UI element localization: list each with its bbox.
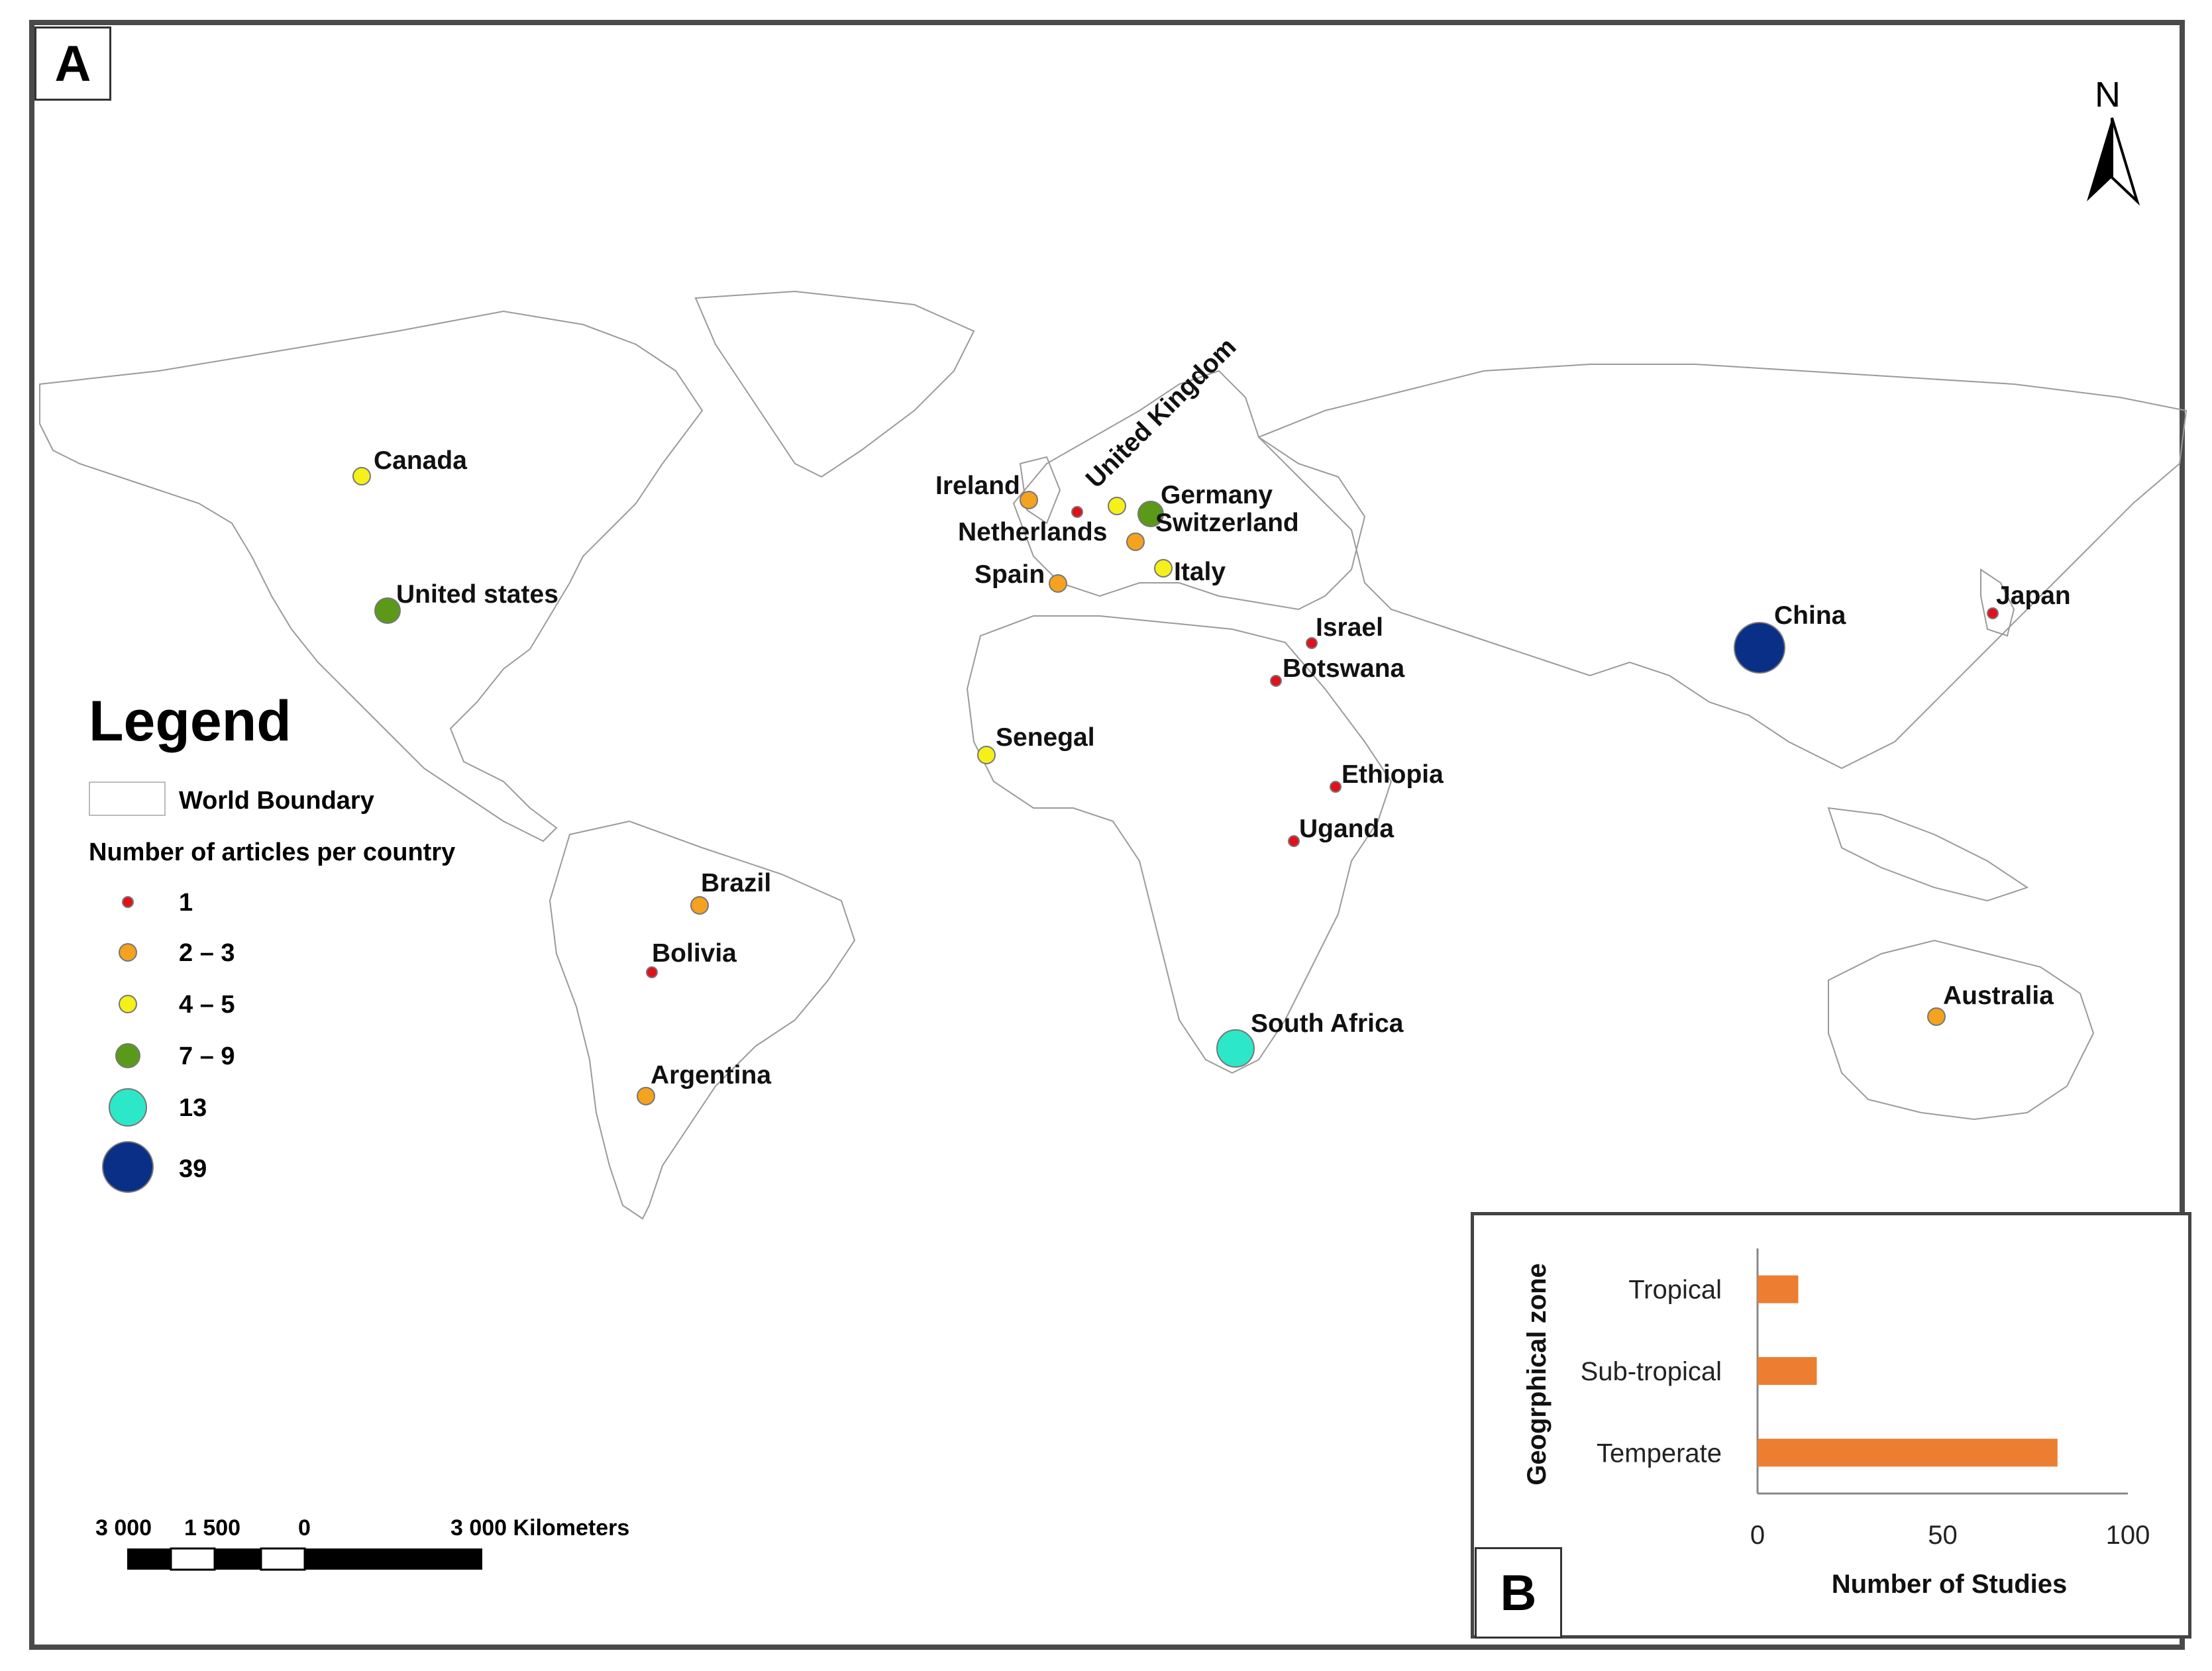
label-japan: Japan [1996, 582, 2071, 610]
legend-symbol-13 [109, 1088, 147, 1127]
label-bolivia: Bolivia [652, 939, 737, 968]
label-ireland: Ireland [935, 472, 1020, 500]
marker-germany [1137, 501, 1164, 527]
marker-italy [1154, 559, 1173, 578]
land-british-isles [1019, 456, 1061, 525]
land-europe [1012, 370, 1366, 611]
y-axis-title: Geogrphical zone [1522, 1263, 1552, 1486]
legend-symbol-4-5 [119, 995, 137, 1013]
land-japan [1980, 568, 2015, 637]
land-australia [1828, 939, 2095, 1121]
label-italy: Italy [1174, 558, 1226, 586]
label-canada: Canada [374, 446, 467, 475]
land-se-asia [1827, 807, 2029, 902]
legend-symbol-2-3 [119, 943, 137, 962]
category-label-temperate: Temperate [1597, 1439, 1722, 1468]
label-south-africa: South Africa [1251, 1009, 1404, 1038]
marker-botswana [1270, 675, 1282, 687]
north-label: N [2095, 75, 2121, 115]
bar-tropical [1758, 1275, 1799, 1303]
land-africa [966, 615, 1393, 1074]
legend-label-1: 1 [179, 889, 193, 917]
land-asia [1257, 364, 2187, 770]
label-argentina: Argentina [651, 1061, 772, 1089]
label-botswana: Botswana [1283, 654, 1405, 683]
marker-netherlands [1126, 532, 1145, 551]
land-south-america [549, 820, 856, 1220]
legend-label-4-5: 4 – 5 [179, 991, 235, 1019]
x-tick-label-50: 50 [1928, 1521, 1958, 1550]
scale-label-3000-km: 3 000 Kilometers [450, 1515, 630, 1541]
inset-chart-panel: Tropical Sub-tropical Temperate 0 50 100 Numbe… [1471, 1212, 2191, 1639]
marker-spain [1049, 574, 1067, 593]
legend-label-7-9: 7 – 9 [179, 1042, 235, 1070]
x-tick-label-100: 100 [2106, 1521, 2150, 1550]
scale-bar [127, 1547, 482, 1571]
label-australia: Australia [1943, 982, 2054, 1010]
label-germany: Germany [1161, 481, 1273, 509]
legend-symbol-39 [102, 1141, 154, 1193]
legend-label-13: 13 [179, 1094, 207, 1122]
bar-sub-tropical [1758, 1357, 1817, 1385]
label-ethiopia: Ethiopia [1342, 760, 1444, 789]
legend-articles-title: Number of articles per country [89, 838, 456, 866]
legend-boundary-swatch [89, 782, 166, 816]
label-senegal: Senegal [996, 723, 1095, 752]
legend-symbol-1 [122, 896, 134, 908]
marker-australia [1927, 1007, 1946, 1026]
label-united-states: United states [396, 580, 558, 609]
marker-senegal [977, 746, 996, 764]
land-north-america [39, 310, 704, 842]
marker-china [1734, 622, 1785, 674]
marker-united-states [374, 597, 401, 624]
marker-uganda [1288, 835, 1300, 847]
category-label-tropical: Tropical [1628, 1276, 1722, 1305]
marker-united-kingdom [1108, 497, 1126, 515]
marker-ireland [1020, 491, 1038, 509]
label-spain: Spain [974, 560, 1045, 589]
world-boundary [39, 290, 2187, 1220]
legend-symbol-7-9 [115, 1043, 140, 1068]
north-arrow-icon [2087, 117, 2140, 206]
panel-a-label: A [34, 26, 111, 101]
label-israel: Israel [1316, 613, 1383, 642]
scale-label-0: 0 [298, 1515, 311, 1541]
label-uganda: Uganda [1299, 815, 1395, 843]
label-brazil: Brazil [701, 869, 772, 897]
marker-bolivia [646, 966, 658, 978]
bar-temperate [1758, 1439, 2058, 1467]
legend-label-39: 39 [179, 1155, 207, 1183]
scale-label-3000: 3 000 [95, 1515, 152, 1541]
label-switzerland: Switzerland [1155, 509, 1299, 537]
marker-ethiopia [1330, 781, 1342, 793]
marker-switzerland [1071, 506, 1083, 518]
panel-b-label: B [1475, 1547, 1562, 1639]
marker-israel [1306, 637, 1318, 649]
legend-boundary-label: World Boundary [179, 787, 374, 815]
category-label-sub-tropical: Sub-tropical [1581, 1357, 1722, 1386]
x-axis-title: Number of Studies [1832, 1570, 2068, 1599]
marker-south-africa [1216, 1029, 1255, 1068]
label-china: China [1774, 601, 1846, 630]
label-netherlands: Netherlands [958, 518, 1108, 546]
land-greenland [694, 290, 975, 478]
marker-brazil [690, 896, 709, 915]
scale-label-1500: 1 500 [184, 1515, 241, 1541]
marker-japan [1987, 607, 1999, 619]
legend-title: Legend [89, 689, 291, 753]
legend-label-2-3: 2 – 3 [179, 939, 235, 967]
zone-bar-chart: Tropical Sub-tropical Temperate 0 50 100 Numbe… [1522, 1248, 2150, 1599]
marker-canada [352, 467, 371, 485]
x-tick-label-0: 0 [1750, 1521, 1765, 1550]
marker-argentina [637, 1087, 655, 1105]
